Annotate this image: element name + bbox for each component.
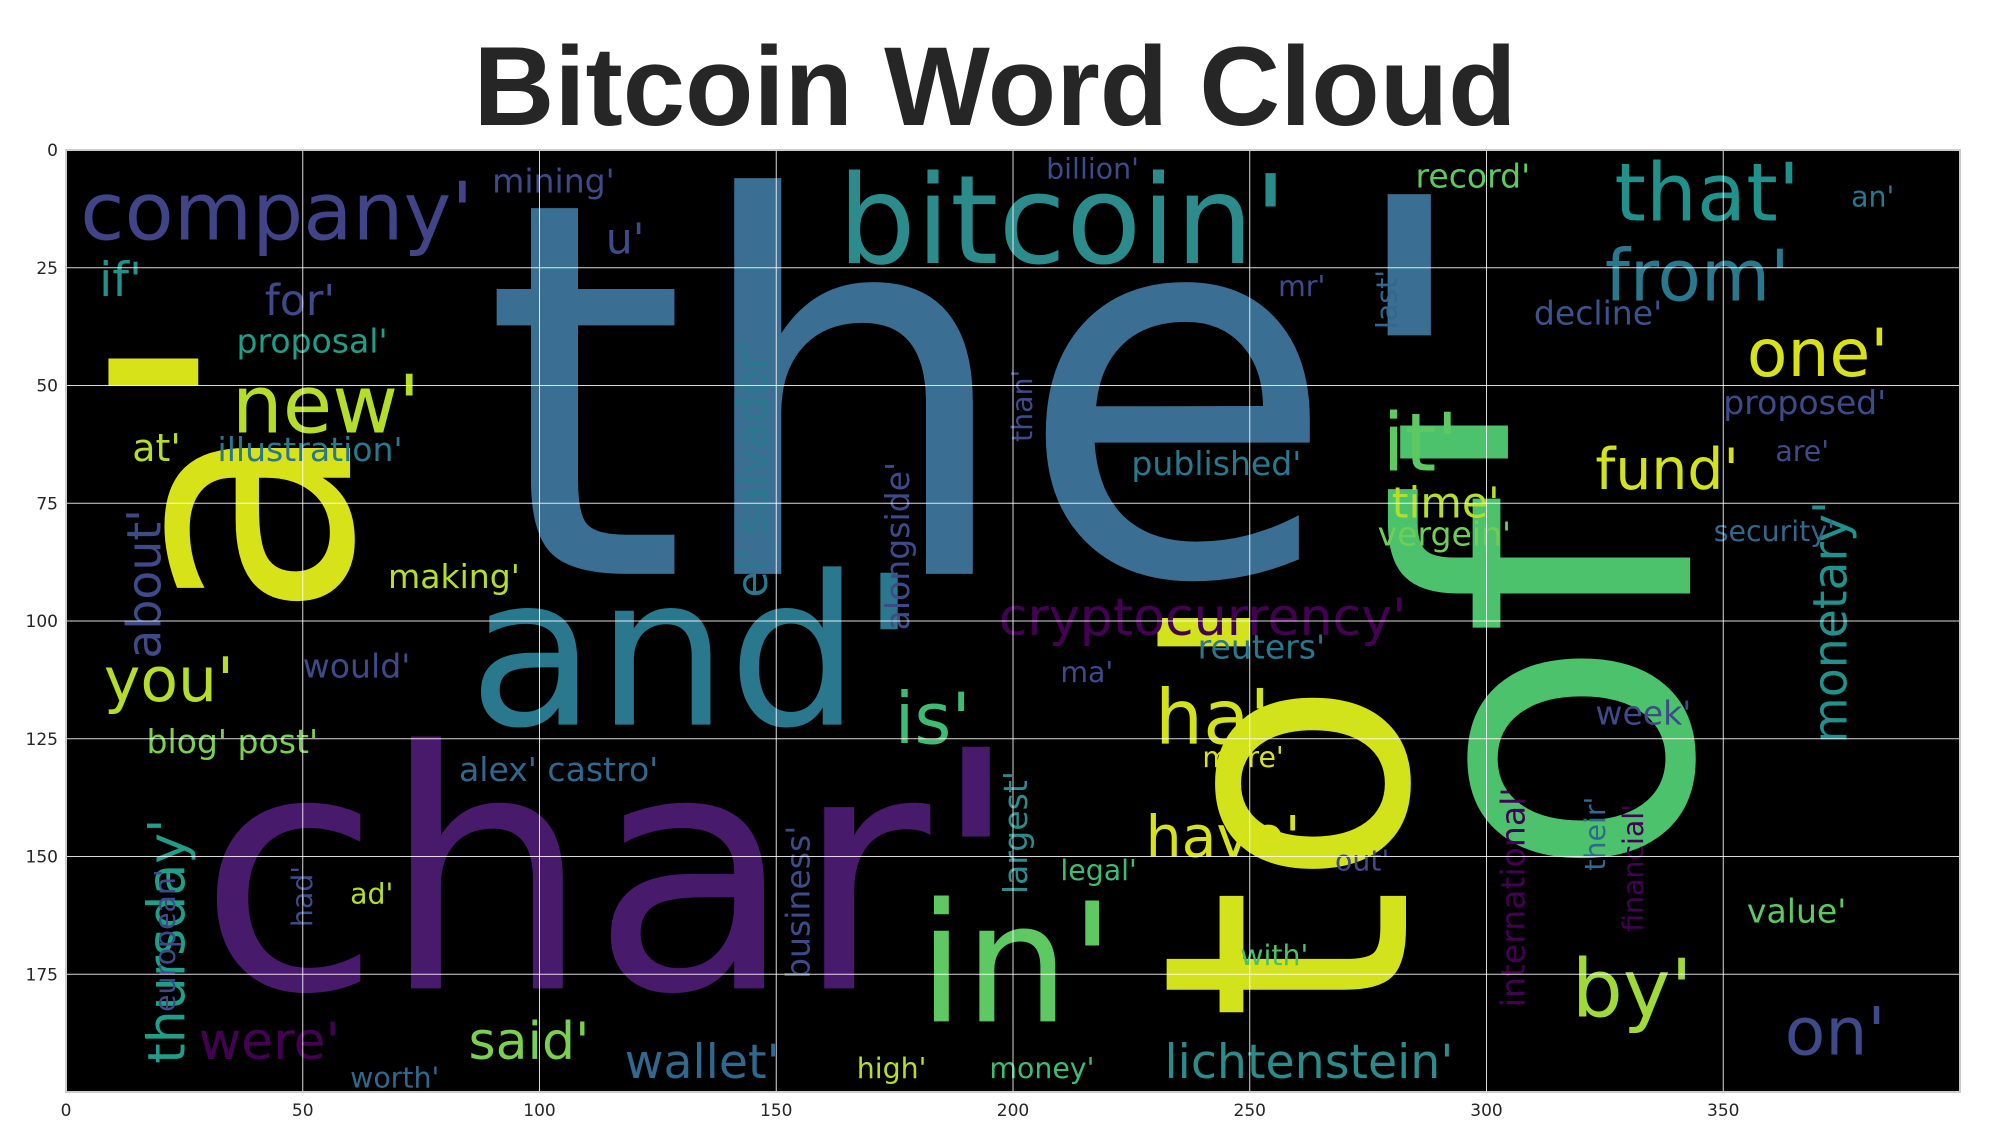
cloud-word: if': [99, 253, 142, 308]
cloud-word: company': [80, 164, 473, 258]
x-tick-label: 350: [1707, 1101, 1739, 1121]
cloud-word: you': [104, 644, 234, 716]
cloud-word: more': [1202, 741, 1283, 774]
y-axis-ticks: 0 25 50 75 100 125 150 175: [26, 141, 58, 985]
x-axis-ticks: 0 50 100 150 200 250 300 350: [61, 1101, 1740, 1121]
cloud-word: is': [895, 677, 971, 760]
cloud-word: legal': [1060, 854, 1136, 887]
cloud-word: ha': [1155, 673, 1270, 761]
cloud-word: ma': [1060, 656, 1113, 689]
cloud-word: cryptocurrency': [999, 588, 1407, 648]
cloud-word: week': [1595, 694, 1691, 733]
cloud-word: it': [1382, 395, 1458, 489]
cloud-word: mining': [492, 161, 615, 200]
cloud-word: decline': [1534, 293, 1662, 332]
cloud-word: have': [1146, 805, 1301, 871]
cloud-word: value': [1747, 891, 1846, 930]
cloud-word: of': [1321, 387, 1784, 880]
cloud-word: financial': [1617, 804, 1650, 932]
cloud-word: money': [989, 1052, 1094, 1085]
cloud-word: from': [1605, 235, 1790, 318]
x-tick-label: 0: [61, 1101, 72, 1121]
cloud-word: european': [149, 869, 182, 1012]
word-layer: the'char' to'of' a'and' bitcoin' in' company'…: [43, 90, 1894, 1094]
cloud-word: record': [1415, 157, 1530, 196]
cloud-word: largest': [996, 771, 1035, 894]
cloud-word: would': [303, 647, 411, 686]
cloud-word: vergein': [1378, 515, 1512, 554]
y-tick-label: 0: [47, 141, 58, 161]
cloud-word: than': [1006, 370, 1039, 442]
x-tick-label: 100: [523, 1101, 555, 1121]
cloud-word: proposed': [1723, 383, 1886, 422]
cloud-word: char': [199, 681, 1022, 1067]
y-tick-label: 75: [36, 494, 58, 514]
y-tick-label: 100: [26, 612, 58, 632]
cloud-word: that': [1614, 146, 1800, 240]
cloud-word: a': [43, 327, 429, 621]
x-tick-label: 300: [1470, 1101, 1502, 1121]
cloud-word: reuters': [1198, 628, 1325, 667]
cloud-word: alex' castro': [459, 750, 658, 789]
cloud-word: high': [857, 1052, 927, 1085]
cloud-word: making': [388, 557, 520, 596]
cloud-word: el' salvador': [728, 340, 778, 597]
cloud-word: security': [1714, 515, 1835, 548]
axes: the'char' to'of' a'and' bitcoin' in' company'…: [26, 90, 1961, 1121]
grid-lines: [65, 149, 1960, 1092]
cloud-word: illustration': [218, 430, 403, 469]
cloud-word: fund': [1595, 437, 1739, 503]
cloud-word: monetary': [1803, 501, 1858, 744]
cloud-word: to': [1091, 585, 1487, 1021]
cloud-word: u': [606, 215, 645, 265]
cloud-word: bitcoin': [838, 150, 1288, 293]
cloud-word: were': [199, 1012, 340, 1072]
cloud-word: alongside': [878, 462, 917, 631]
cloud-word: said': [468, 1012, 589, 1072]
x-tick-label: 150: [760, 1101, 792, 1121]
y-tick-label: 150: [26, 848, 58, 868]
cloud-word: with': [1240, 939, 1308, 972]
cloud-word: blog' post': [146, 722, 318, 761]
cloud-word: the': [483, 90, 1481, 697]
y-tick-label: 175: [26, 965, 58, 985]
cloud-word: about': [118, 509, 173, 659]
cloud-word: thursday': [137, 819, 197, 1064]
cloud-word: an': [1851, 181, 1894, 214]
y-tick-label: 50: [36, 377, 58, 397]
cloud-word: business': [778, 826, 817, 979]
x-tick-label: 250: [1234, 1101, 1266, 1121]
cloud-word: worth': [350, 1061, 439, 1094]
y-tick-label: 25: [36, 259, 58, 279]
cloud-word: one': [1747, 314, 1889, 392]
cloud-word: wallet': [625, 1035, 780, 1090]
cloud-word: and': [468, 533, 917, 775]
cloud-word: on': [1785, 992, 1886, 1070]
cloud-word: proposal': [236, 322, 387, 361]
cloud-word: new': [232, 358, 421, 452]
y-tick-label: 125: [26, 730, 58, 750]
cloud-word: out': [1335, 845, 1389, 878]
cloud-word: mr': [1278, 270, 1325, 303]
cloud-word: in': [918, 868, 1115, 1061]
x-tick-label: 50: [292, 1101, 314, 1121]
cloud-word: lichtenstein': [1165, 1035, 1454, 1090]
chart-title: Bitcoin Word Cloud: [473, 24, 1516, 149]
cloud-word: ad': [350, 878, 393, 911]
cloud-word: their': [1579, 797, 1612, 871]
cloud-word: for': [265, 276, 335, 326]
x-tick-label: 200: [997, 1101, 1029, 1121]
cloud-word: international': [1493, 788, 1532, 1008]
cloud-word: billion': [1046, 152, 1139, 185]
cloud-word: by': [1572, 942, 1693, 1036]
plot-border: [65, 149, 1961, 1093]
cloud-word: are': [1775, 435, 1829, 468]
cloud-word: at': [132, 426, 181, 470]
cloud-word: last': [1371, 270, 1404, 329]
cloud-word: published': [1131, 444, 1301, 483]
